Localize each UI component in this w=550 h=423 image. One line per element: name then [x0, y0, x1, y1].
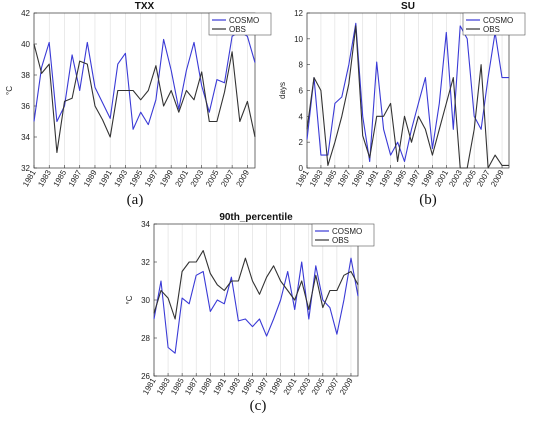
- y-tick-label: 34: [21, 133, 30, 142]
- chart-title: SU: [401, 1, 415, 12]
- y-tick-label: 32: [141, 258, 150, 267]
- chart-panel-90th-percentile: 90th_percentile 26 28 30 32 34 1981 1983 1985 198…: [125, 210, 410, 400]
- y-axis-label: °C: [5, 86, 14, 95]
- chart-panel-su: SU 0 2 4 6 8 10 12 1981 1983 1985 1987 1989 1991 1993 1…: [275, 0, 550, 190]
- x-tick-label: 1997: [405, 168, 422, 188]
- y-tick-label: 28: [141, 334, 150, 343]
- y-tick-label: 38: [21, 71, 30, 80]
- x-tick-label: 2003: [189, 168, 206, 188]
- x-tick-label: 1993: [225, 376, 242, 396]
- caption-c: (c): [249, 398, 267, 414]
- x-tick-label: 1989: [197, 376, 214, 396]
- x-tick-label: 1987: [183, 376, 200, 396]
- x-tick-label: 2009: [234, 168, 251, 188]
- y-axis-label: °C: [125, 295, 134, 304]
- y-tick-label: 2: [299, 138, 304, 147]
- y-axis-label: days: [278, 82, 287, 99]
- legend-label-obs: OBS: [332, 236, 349, 245]
- chart-title: TXX: [135, 1, 155, 12]
- x-tick-label: 1991: [211, 376, 228, 396]
- x-tick-label: 2001: [282, 376, 299, 396]
- x-grid: [33, 13, 248, 168]
- caption-b: (b): [419, 192, 437, 208]
- series-line-cosmo: [33, 31, 256, 130]
- x-tick-label: 2001: [173, 168, 190, 188]
- legend-label-cosmo: COSMO: [332, 227, 362, 236]
- series-line-cosmo: [153, 257, 359, 354]
- chart-su: SU02468101219811983198519871989199119931…: [278, 1, 526, 188]
- y-tick-label: 36: [21, 102, 30, 111]
- x-tick-label: 1987: [336, 168, 353, 188]
- chart-title: 90th_percentile: [219, 212, 293, 223]
- legend-label-obs: OBS: [483, 25, 500, 34]
- x-tick-label: 1987: [67, 168, 84, 188]
- chart-panel-txx: TXX 32 34 36 38 40 42 1981 1983 1985 1987 1989 1991 1…: [0, 0, 275, 190]
- x-tick-label: 1985: [52, 168, 69, 188]
- x-tick-label: 1989: [350, 168, 367, 188]
- x-grid: [153, 224, 352, 376]
- x-tick-label: 1991: [97, 168, 114, 188]
- x-tick-label: 2009: [338, 376, 355, 396]
- series-line-obs: [306, 25, 509, 169]
- x-tick-label: 1985: [169, 376, 186, 396]
- y-tick-label: 6: [299, 87, 304, 96]
- x-tick-label: 1991: [364, 168, 381, 188]
- legend-label-cosmo: COSMO: [483, 16, 513, 25]
- y-tick-label: 32: [21, 164, 30, 173]
- x-tick-label: 1993: [378, 168, 395, 188]
- series-line-cosmo: [306, 22, 509, 163]
- x-tick-label: 1997: [254, 376, 271, 396]
- x-tick-label: 1983: [36, 168, 53, 188]
- x-tick-label: 1999: [419, 168, 436, 188]
- x-tick-label: 1985: [322, 168, 339, 188]
- chart-txx: TXX3234363840421981198319851987198919911…: [5, 1, 272, 188]
- y-tick-label: 12: [294, 9, 303, 18]
- x-tick-label: 1993: [112, 168, 129, 188]
- y-tick-label: 0: [299, 164, 304, 173]
- chart-90th-percentile: 90th_percentile2628303234198119831985198…: [125, 212, 375, 396]
- caption-a: (a): [126, 192, 144, 208]
- legend-label-obs: OBS: [229, 25, 246, 34]
- x-grid: [306, 13, 503, 168]
- x-tick-label: 2005: [204, 168, 221, 188]
- y-tick-label: 40: [21, 40, 30, 49]
- y-tick-label: 34: [141, 220, 150, 229]
- x-tick-label: 2009: [489, 168, 506, 188]
- x-tick-label: 2007: [324, 376, 341, 396]
- x-tick-label: 2005: [461, 168, 478, 188]
- x-tick-label: 2007: [475, 168, 492, 188]
- x-tick-label: 1999: [158, 168, 175, 188]
- y-tick-label: 8: [299, 61, 304, 70]
- x-tick-label: 1983: [155, 376, 172, 396]
- x-tick-label: 2005: [310, 376, 327, 396]
- x-tick-label: 1981: [294, 168, 311, 188]
- x-tick-label: 1997: [143, 168, 160, 188]
- x-tick-label: 1995: [128, 168, 145, 188]
- y-tick-label: 10: [294, 35, 303, 44]
- series-line-obs: [153, 250, 359, 320]
- x-tick-label: 1983: [308, 168, 325, 188]
- x-tick-label: 1995: [240, 376, 257, 396]
- x-tick-label: 2001: [433, 168, 450, 188]
- x-tick-label: 1995: [392, 168, 409, 188]
- y-tick-label: 42: [21, 9, 30, 18]
- y-tick-label: 4: [299, 112, 304, 121]
- x-tick-label: 2003: [447, 168, 464, 188]
- x-tick-label: 2003: [296, 376, 313, 396]
- y-tick-label: 26: [141, 372, 150, 381]
- y-tick-label: 30: [141, 296, 150, 305]
- legend-label-cosmo: COSMO: [229, 16, 259, 25]
- x-tick-label: 1989: [82, 168, 99, 188]
- x-tick-label: 2007: [219, 168, 236, 188]
- series-line-obs: [33, 43, 256, 154]
- x-tick-label: 1999: [268, 376, 285, 396]
- plot-area-frame: [33, 12, 256, 169]
